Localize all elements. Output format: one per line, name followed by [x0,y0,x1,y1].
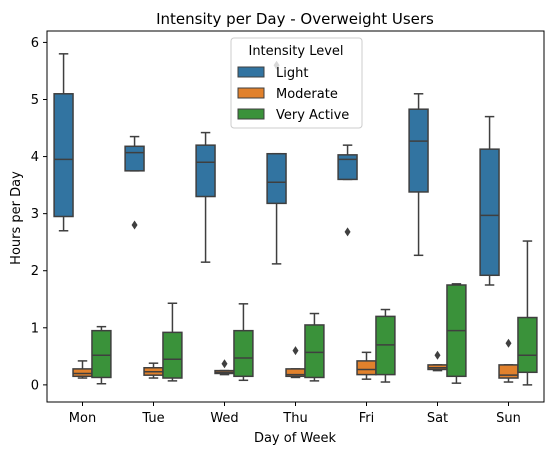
x-tick-label: Sat [427,411,448,426]
series-moderate [72,338,519,383]
y-tick-label: 0 [31,378,39,393]
y-tick-label: 6 [31,36,39,51]
x-tick-label: Mon [69,411,96,426]
plot-area: 0 1 2 3 4 5 6 Mon Tue Wed Thu Fri Sat Sun [31,30,545,426]
x-axis-label: Day of Week [254,431,337,446]
outlier-point [505,338,512,348]
outlier-point [344,227,351,237]
y-axis-label: Hours per Day [9,171,24,265]
box [479,148,500,277]
legend-label: Moderate [276,87,338,102]
box [124,145,145,172]
x-tick-label: Tue [141,411,164,426]
legend-label: Light [276,66,308,81]
legend-swatch [237,87,265,99]
box [304,324,325,379]
x-tick-label: Sun [496,411,521,426]
box [91,329,112,379]
box [266,152,287,205]
y-tick-label: 3 [31,207,39,222]
outlier-point [292,346,299,356]
legend-title: Intensity Level [248,44,343,59]
chart-title: Intensity per Day - Overweight Users [156,10,434,28]
box [356,360,377,376]
x-tick-label: Wed [210,411,238,426]
box [517,316,538,374]
box [498,364,519,379]
legend-swatch [237,66,265,78]
series-very-active [91,240,538,386]
outlier-point [434,350,441,360]
outlier-point [131,220,138,230]
y-tick-label: 5 [31,93,39,108]
box [195,144,216,198]
legend-swatch [237,108,265,120]
box [162,331,183,379]
box [408,108,429,193]
box [53,93,74,218]
box [72,368,93,378]
y-tick-label: 1 [31,321,39,336]
legend-frame [230,37,363,129]
legend: Intensity Level Light Moderate Very Active [230,37,363,129]
series-light [53,53,500,286]
x-tick-label: Fri [359,411,375,426]
y-tick-label: 4 [31,150,39,165]
box [233,329,254,378]
y-tick-label: 2 [31,264,39,279]
outlier-point [221,359,228,369]
x-tick-label: Thu [282,411,307,426]
box [337,154,358,181]
legend-label: Very Active [276,108,349,123]
